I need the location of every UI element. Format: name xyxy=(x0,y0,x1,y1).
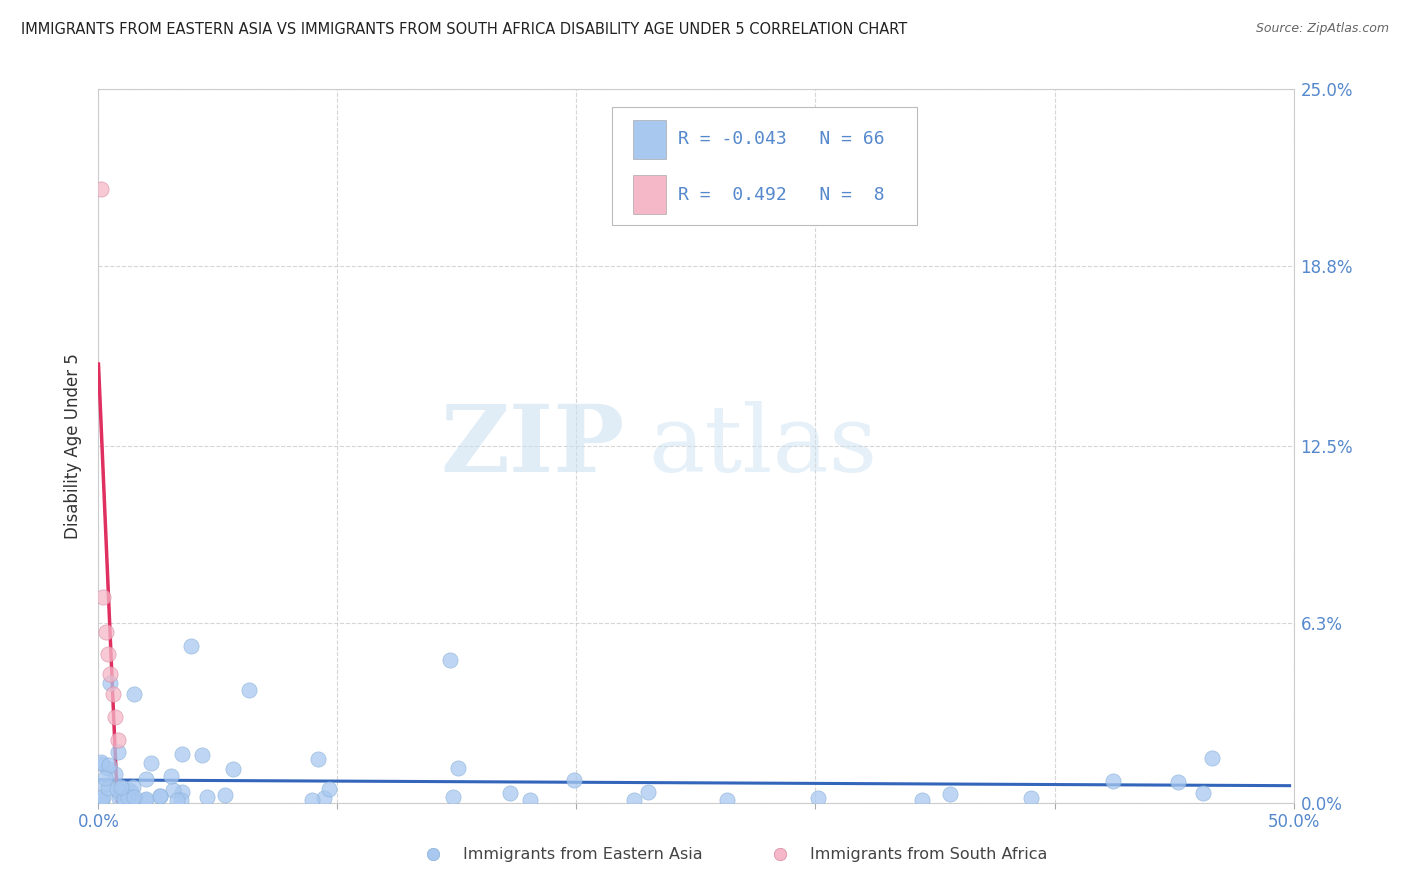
Point xyxy=(107,745,129,759)
Point xyxy=(108,787,131,801)
Point xyxy=(98,757,121,772)
Point xyxy=(114,791,136,805)
Point xyxy=(93,778,115,792)
Point xyxy=(519,793,541,807)
Text: Immigrants from South Africa: Immigrants from South Africa xyxy=(810,847,1047,862)
Point xyxy=(122,780,145,794)
Y-axis label: Disability Age Under 5: Disability Age Under 5 xyxy=(65,353,83,539)
Point xyxy=(121,792,143,806)
Point xyxy=(716,793,738,807)
Point xyxy=(939,787,962,801)
Point xyxy=(180,639,202,653)
Point xyxy=(111,782,134,797)
FancyBboxPatch shape xyxy=(633,120,666,159)
Point xyxy=(307,752,329,766)
Text: ZIP: ZIP xyxy=(440,401,624,491)
Point xyxy=(120,784,142,798)
Point xyxy=(98,676,121,690)
Point xyxy=(101,687,124,701)
Point xyxy=(222,762,245,776)
Point xyxy=(637,785,659,799)
Point xyxy=(301,793,323,807)
Point xyxy=(499,786,522,800)
Point xyxy=(117,789,139,804)
Point xyxy=(149,789,172,804)
Point xyxy=(124,687,146,701)
Point xyxy=(104,766,127,780)
Point xyxy=(238,682,260,697)
Point xyxy=(90,755,112,769)
Point xyxy=(1102,774,1125,789)
Point xyxy=(214,788,236,802)
Point xyxy=(108,790,131,805)
Text: R = -0.043   N = 66: R = -0.043 N = 66 xyxy=(678,130,884,148)
Point xyxy=(160,769,183,783)
Point xyxy=(141,756,163,770)
Point xyxy=(191,747,214,762)
Point xyxy=(94,624,117,639)
FancyBboxPatch shape xyxy=(613,107,917,225)
Point xyxy=(91,757,114,772)
Point xyxy=(439,653,461,667)
Point xyxy=(562,772,585,787)
Point xyxy=(169,793,191,807)
FancyBboxPatch shape xyxy=(633,175,666,214)
Point xyxy=(172,785,194,799)
Point xyxy=(166,793,188,807)
Point xyxy=(91,591,114,605)
Point xyxy=(91,793,114,807)
Point xyxy=(90,793,112,807)
Text: IMMIGRANTS FROM EASTERN ASIA VS IMMIGRANTS FROM SOUTH AFRICA DISABILITY AGE UNDE: IMMIGRANTS FROM EASTERN ASIA VS IMMIGRAN… xyxy=(21,22,907,37)
Point xyxy=(1201,751,1223,765)
Point xyxy=(441,789,464,804)
Point xyxy=(114,793,136,807)
Point xyxy=(107,733,129,747)
Point xyxy=(134,793,156,807)
Point xyxy=(91,790,114,805)
Point xyxy=(447,761,470,775)
Point xyxy=(90,182,112,196)
Point xyxy=(911,793,934,807)
Point xyxy=(107,781,129,796)
Point xyxy=(135,791,157,805)
Point xyxy=(110,780,132,794)
Text: atlas: atlas xyxy=(648,401,877,491)
Point xyxy=(807,791,830,805)
Text: R =  0.492   N =  8: R = 0.492 N = 8 xyxy=(678,186,884,203)
Point xyxy=(96,761,118,775)
Point xyxy=(98,667,122,681)
Text: Source: ZipAtlas.com: Source: ZipAtlas.com xyxy=(1256,22,1389,36)
Point xyxy=(623,793,645,807)
Point xyxy=(318,781,340,796)
Point xyxy=(1021,790,1043,805)
Point xyxy=(118,783,141,797)
Point xyxy=(170,747,193,761)
Point xyxy=(104,710,127,724)
Point xyxy=(1167,775,1189,789)
Point xyxy=(135,772,157,787)
Point xyxy=(97,648,120,662)
Point xyxy=(1192,786,1215,800)
Point xyxy=(195,790,218,805)
Text: Immigrants from Eastern Asia: Immigrants from Eastern Asia xyxy=(463,847,703,862)
Point xyxy=(162,783,184,797)
Point xyxy=(97,781,120,796)
Point xyxy=(122,790,145,805)
Point xyxy=(312,791,335,805)
Point xyxy=(94,771,117,785)
Point xyxy=(149,789,172,804)
